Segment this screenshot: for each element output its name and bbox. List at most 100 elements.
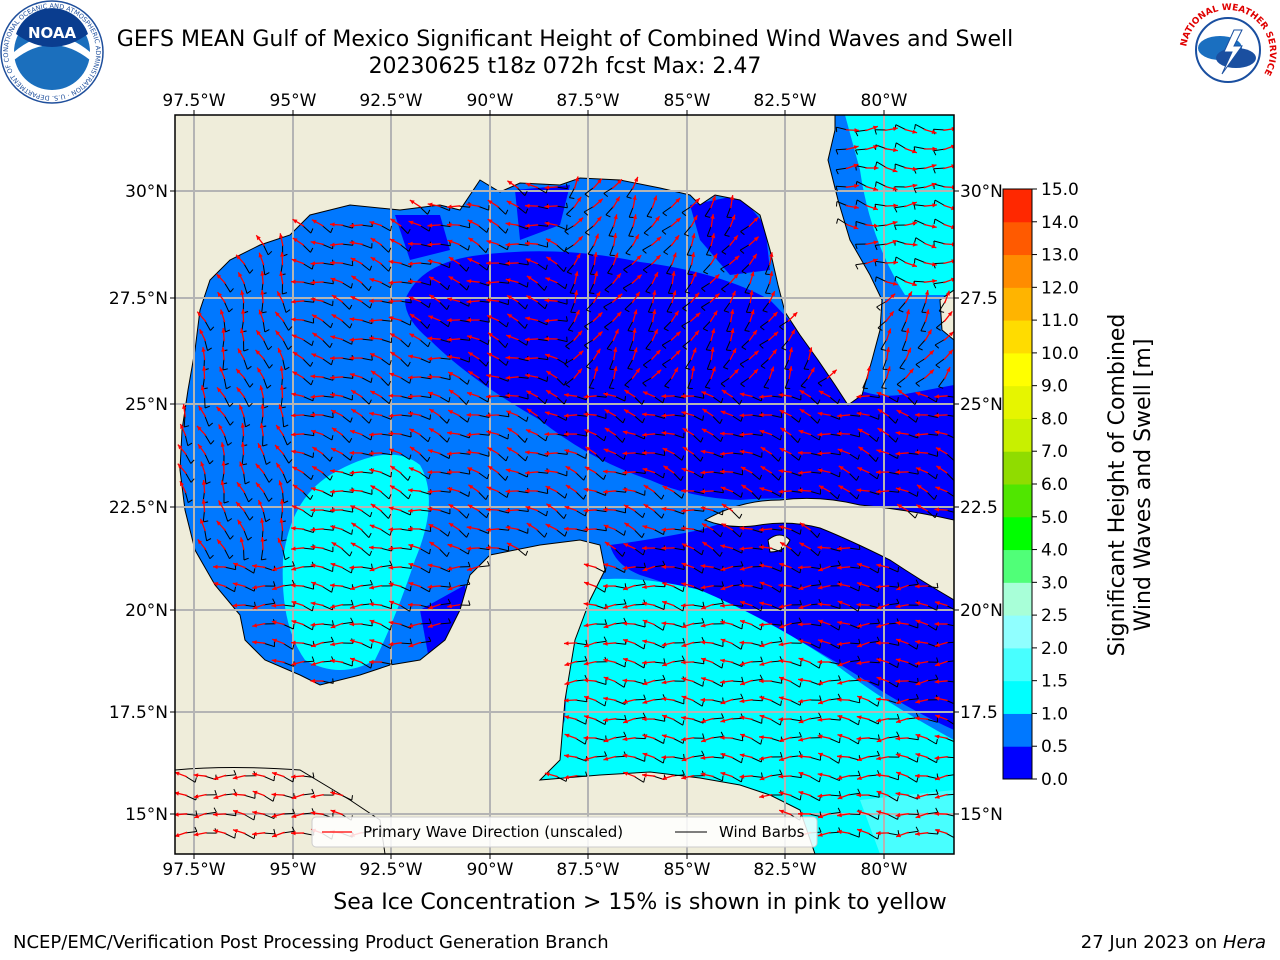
wave-arrow-head [662,582,667,587]
wind-barb-flag [901,330,907,332]
wind-barb-flag [855,131,859,137]
wave-arrow-head [507,313,513,319]
wind-barb-flag [389,530,392,536]
wave-arrow-head [906,347,911,353]
wave-arrow-head [180,424,185,429]
wave-arrow-head [916,504,922,509]
wave-arrow-head [255,482,261,488]
wave-arrow-head [912,281,917,286]
wave-arrow-head [546,390,552,395]
wind-barb-flag [584,511,587,517]
wind-barb-flag [468,469,471,475]
colorbar-segment [1003,516,1032,551]
wind-barb-flag [390,225,392,231]
wave-arrow-head [695,312,701,318]
wind-barb-flag [563,380,567,386]
wave-arrow-head [447,566,453,571]
wave-arrow-head [759,394,764,399]
footer-date: 27 Jun 2023 on Hera [1081,932,1266,953]
wave-arrow-head [240,442,246,447]
wave-arrow-head [277,291,282,297]
wave-arrow-head [258,443,262,449]
wind-barb-flag [448,618,451,624]
wave-arrow-head [873,240,879,245]
wave-arrow-head [798,585,804,591]
wave-arrow-head [594,233,599,239]
wind-barb-flag [682,720,685,726]
wave-arrow-head [291,413,296,418]
wind-barb-flag [525,208,529,214]
wave-arrow-head [468,371,474,376]
wind-barb-flag [661,344,667,349]
wave-arrow-head [770,366,775,372]
wave-arrow-head [935,662,941,667]
wave-arrow-head [897,389,903,395]
wind-barb-flag [608,235,614,237]
wave-arrow-head [749,290,754,295]
wave-arrow-head [408,467,414,472]
wave-arrow-head [369,432,374,437]
wave-arrow-head [895,658,901,663]
wind-barb-flag [855,244,858,250]
wave-arrow-head [721,523,727,528]
wind-barb-flag [915,693,919,699]
wind-barb-flag [819,695,822,701]
wave-arrow-head [623,543,629,548]
wave-arrow-head [893,126,898,131]
wave-arrow-head [720,638,726,643]
wave-arrow-head [428,605,434,610]
wave-arrow-head [583,623,589,628]
wind-barb-flag [857,770,861,776]
wave-arrow-head [277,347,282,353]
wave-arrow-head [279,499,285,504]
wave-arrow-head [526,408,532,414]
wind-barb-flag [564,363,569,368]
legend-wave-label: Primary Wave Direction (unscaled) [363,823,623,841]
wind-barb-flag [701,288,706,292]
wave-arrow-head [272,771,277,777]
wind-barb-flag [585,639,588,645]
wave-arrow-head [564,432,569,437]
lon-label: 95°W [270,91,317,111]
wind-barb-flag [917,677,919,683]
wind-barb-flag [875,456,879,462]
wave-arrow-head [213,564,218,570]
wave-arrow-head [779,624,785,629]
wave-arrow-head [912,166,918,171]
wave-arrow-head [388,527,394,532]
wind-barb-flag [700,306,706,311]
wave-arrow-head [837,431,842,436]
wave-arrow-head [772,311,778,317]
wave-arrow-head [525,316,531,321]
wave-arrow-head [721,503,727,509]
wind-barb-flag [487,339,490,345]
wave-arrow-head [408,508,413,513]
wave-arrow-head [681,775,687,780]
wind-barb-flag [309,494,314,500]
wind-barb-flag [914,399,918,405]
wind-barb-flag [896,383,902,388]
wind-barb-flag [896,713,900,720]
wind-barb-flag [245,424,251,428]
wind-barb-flag [448,582,451,588]
wave-arrow-head [427,449,433,454]
wave-arrow-head [597,178,602,184]
wave-arrow-head [291,299,296,304]
wind-barb-flag [761,772,763,778]
wind-barb-flag [584,232,590,236]
wind-barb-flag [288,326,293,331]
wind-barb-flag [724,234,730,237]
wave-arrow-head [655,255,661,260]
wind-barb-flag [760,365,766,369]
wave-arrow-head [526,390,532,395]
wave-arrow-head [759,563,764,568]
wind-barb-flag [957,412,958,417]
wind-barb-flag [936,657,939,663]
wave-arrow-head [700,506,706,511]
wind-barb-flag [662,397,665,403]
wave-arrow-head [467,504,473,509]
wave-arrow-head [291,795,297,800]
wind-barb-flag [261,311,267,314]
wind-barb-flag [702,681,704,687]
wave-arrow-head [915,814,921,819]
